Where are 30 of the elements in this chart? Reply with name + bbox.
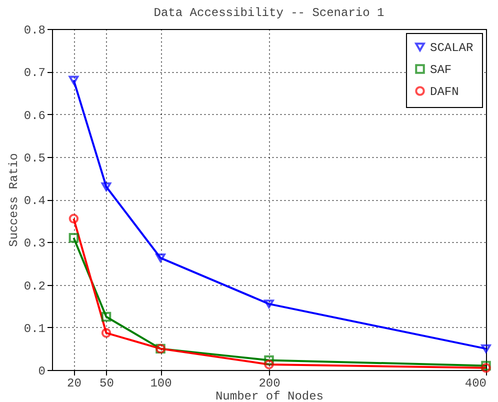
point xyxy=(68,232,79,243)
y-tick-label: 0.5 xyxy=(24,151,46,166)
x-tick-label: 100 xyxy=(150,376,172,390)
point xyxy=(101,312,112,322)
point xyxy=(264,300,274,308)
x-axis-title: Number of Nodes xyxy=(215,390,324,402)
x-tick-label: 20 xyxy=(66,376,82,390)
y-tick-label: 0.4 xyxy=(24,194,46,208)
y-tick-label: 0.7 xyxy=(24,66,46,80)
point xyxy=(68,76,79,85)
y-tick-label: 0.6 xyxy=(24,108,46,123)
y-tick-label: 0 xyxy=(38,364,46,378)
point xyxy=(101,182,112,192)
y-tick-label: 0.3 xyxy=(24,236,46,251)
point xyxy=(481,344,491,354)
y-tick-label: 0.1 xyxy=(24,322,46,336)
point xyxy=(264,360,274,370)
x-tick-label: 200 xyxy=(258,376,280,390)
legend-label: DAFN xyxy=(430,85,459,99)
y-tick-label: 0.2 xyxy=(24,279,46,294)
x-tick-label: 400 xyxy=(464,376,486,390)
point xyxy=(156,254,166,262)
chart-title: Data Accessibility -- Scenario 1 xyxy=(154,6,384,20)
point xyxy=(264,355,274,366)
legend-label: SCALAR xyxy=(430,41,474,55)
y-axis-title: Success Ratio xyxy=(6,153,21,247)
point xyxy=(101,328,112,338)
y-tick-label: 0.8 xyxy=(24,24,46,38)
x-tick-label: 50 xyxy=(100,376,114,390)
legend-label: SAF xyxy=(430,63,452,77)
